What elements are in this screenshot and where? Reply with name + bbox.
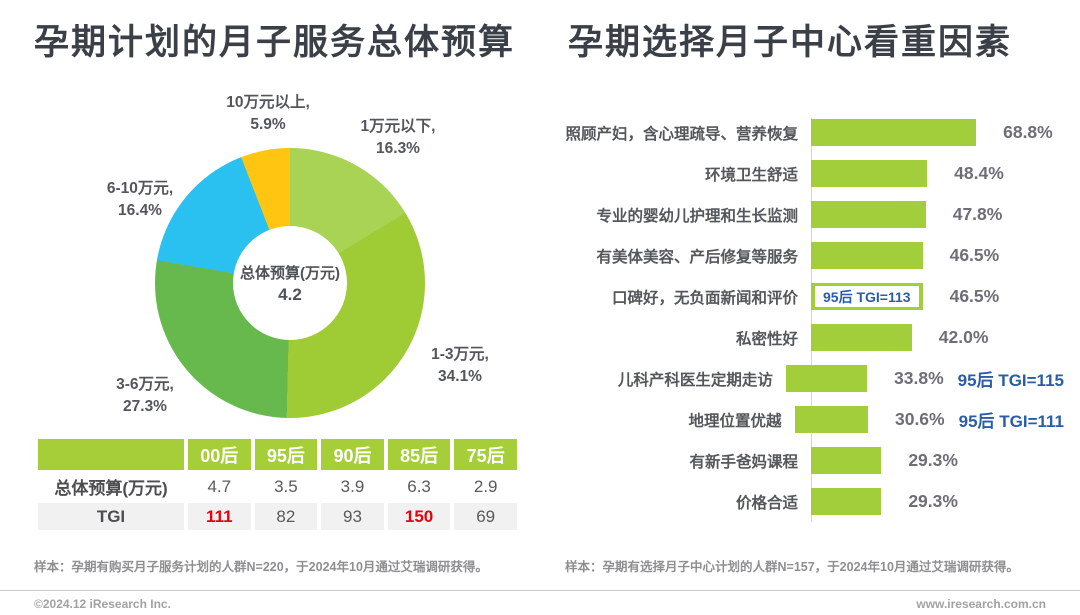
bar-track: 95后 TGI=113 46.5% <box>811 283 1064 310</box>
bar-category-label: 口碑好，无负面新闻和评价 <box>611 289 798 307</box>
bar-category-label: 专业的婴幼儿护理和生长监测 <box>596 207 798 225</box>
donut-center: 总体预算(万元) 4.2 <box>233 226 347 340</box>
bar <box>811 201 926 228</box>
table-row-label: 总体预算(万元) <box>54 479 168 498</box>
table-cell: 150 <box>387 503 451 530</box>
bar-value-label: 46.5% <box>949 286 1000 306</box>
table-cell: 6.3 <box>407 476 431 496</box>
donut-center-value: 4.2 <box>278 284 302 304</box>
bar <box>785 365 868 392</box>
bar-value-label: 48.4% <box>954 163 1004 183</box>
bar-category-label: 价格合适 <box>735 494 798 512</box>
bar <box>811 324 912 351</box>
bar-row: 有新手爸妈课程 29.3% <box>552 440 1064 481</box>
bar-track: 30.6% 95后 TGI=111 <box>794 406 1064 433</box>
footer-copyright: ©2024.12 iResearch Inc. <box>34 597 171 611</box>
footer-website: www.iresearch.com.cn <box>916 597 1046 611</box>
factors-bar-chart: 照顾产妇，含心理疏导、营养恢复 68.8% 环境卫生舒适 48.4% 专业的婴幼儿护理和… <box>552 112 1064 522</box>
bar-value-label: 46.5% <box>949 245 1000 265</box>
bar-category-label: 儿科产科医生定期走访 <box>617 371 773 389</box>
table-column-header <box>38 439 184 470</box>
bar-category-label: 私密性好 <box>735 330 798 348</box>
donut-center-label: 总体预算(万元) <box>240 264 340 282</box>
bar-category-label: 地理位置优越 <box>688 412 782 430</box>
bar-value-label: 29.3% <box>908 450 958 470</box>
bar-category-label: 有美体美容、产后修复等服务 <box>596 248 798 266</box>
bar-value-label: 30.6% <box>894 409 945 429</box>
bar-track: 46.5% <box>811 242 1064 269</box>
left-sample-footnote: 样本：孕期有购买月子服务计划的人群N=220，于2024年10月通过艾瑞调研获得… <box>34 560 488 574</box>
bar-row: 私密性好 42.0% <box>552 317 1064 358</box>
bar <box>811 447 882 474</box>
bar-value-label: 42.0% <box>938 327 989 347</box>
bar-track: 68.8% <box>811 119 1064 146</box>
page-footer: ©2024.12 iResearch Inc. www.iresearch.co… <box>0 590 1080 615</box>
donut-label-under-10k: 1万元以下, 16.3% <box>360 118 436 157</box>
table-column-header: 85后 <box>387 439 451 470</box>
tgi-annotation: 95后 TGI=111 <box>958 412 1064 431</box>
tgi-annotation: 95后 TGI=115 <box>957 371 1064 390</box>
bar-row: 专业的婴幼儿护理和生长监测 47.8% <box>552 194 1064 235</box>
right-chart-title: 孕期选择月子中心看重因素 <box>568 23 1013 62</box>
bar-axis-line <box>811 118 812 522</box>
table-row: TGI 111 82 93 150 69 <box>38 503 517 530</box>
bar-track: 29.3% <box>811 488 1064 515</box>
donut-label-60k-100k: 6-10万元, 16.4% <box>106 180 174 219</box>
table-column-header: 75后 <box>454 439 517 470</box>
bar-row: 照顾产妇，含心理疏导、营养恢复 68.8% <box>552 112 1064 153</box>
bar <box>794 406 868 433</box>
bar-category-label: 环境卫生舒适 <box>704 166 798 184</box>
bar-value-label: 33.8% <box>894 368 944 388</box>
bar-row: 价格合适 29.3% <box>552 481 1064 522</box>
bar-row: 儿科产科医生定期走访 33.8% 95后 TGI=115 <box>552 358 1064 399</box>
bar-row: 口碑好，无负面新闻和评价 95后 TGI=113 46.5% <box>552 276 1064 317</box>
table-cell: 2.9 <box>473 476 498 496</box>
donut-label-30k-60k: 3-6万元, 27.3% <box>116 376 174 415</box>
table-row: 总体预算(万元) 4.7 3.5 3.9 6.3 2.9 <box>38 473 517 500</box>
table-row-label: TGI <box>38 503 184 530</box>
bar <box>811 119 977 146</box>
table-cell: 82 <box>254 503 318 530</box>
table-cell: 69 <box>454 503 517 530</box>
table-cell: 4.7 <box>207 476 232 496</box>
table-cell: 93 <box>321 503 384 530</box>
table-column-header: 00后 <box>188 439 251 470</box>
bar <box>811 488 882 515</box>
bar <box>811 242 923 269</box>
table-column-header: 90后 <box>321 439 384 470</box>
bar-track: 48.4% <box>811 160 1064 187</box>
tgi-annotation-box: 95后 TGI=113 <box>815 286 919 307</box>
bar: 95后 TGI=113 <box>811 283 923 310</box>
bar-track: 47.8% <box>811 201 1064 228</box>
bar-track: 29.3% <box>811 447 1064 474</box>
bar-category-label: 有新手爸妈课程 <box>689 453 798 471</box>
bar-value-label: 68.8% <box>1003 122 1053 142</box>
bar-value-label: 29.3% <box>908 491 958 511</box>
bar-row: 地理位置优越 30.6% 95后 TGI=111 <box>552 399 1064 440</box>
budget-donut-chart: 总体预算(万元) 4.2 <box>155 148 425 418</box>
table-column-header: 95后 <box>254 439 318 470</box>
bar-row: 环境卫生舒适 48.4% <box>552 153 1064 194</box>
table-cell: 3.5 <box>274 476 298 496</box>
donut-label-over-100k: 10万元以上, 5.9% <box>226 94 310 133</box>
bar-row: 有美体美容、产后修复等服务 46.5% <box>552 235 1064 276</box>
bar <box>811 160 928 187</box>
right-sample-footnote: 样本：孕期有选择月子中心计划的人群N=157，于2024年10月通过艾瑞调研获得… <box>565 560 1019 574</box>
table-cell: 3.9 <box>340 476 365 496</box>
bar-category-label: 照顾产妇，含心理疏导、营养恢复 <box>565 125 798 143</box>
bar-track: 42.0% <box>811 324 1064 351</box>
bar-track: 33.8% 95后 TGI=115 <box>785 365 1064 392</box>
budget-by-generation-table: 00后 95后 90后 85后 75后 总体预算(万元) 4.7 3.5 3.9 6.3 2.9 T… <box>34 436 521 533</box>
bar-value-label: 47.8% <box>952 204 1003 224</box>
table-cell: 111 <box>188 503 251 530</box>
donut-label-10k-30k: 1-3万元, 34.1% <box>431 346 489 385</box>
left-chart-title: 孕期计划的月子服务总体预算 <box>34 23 516 62</box>
